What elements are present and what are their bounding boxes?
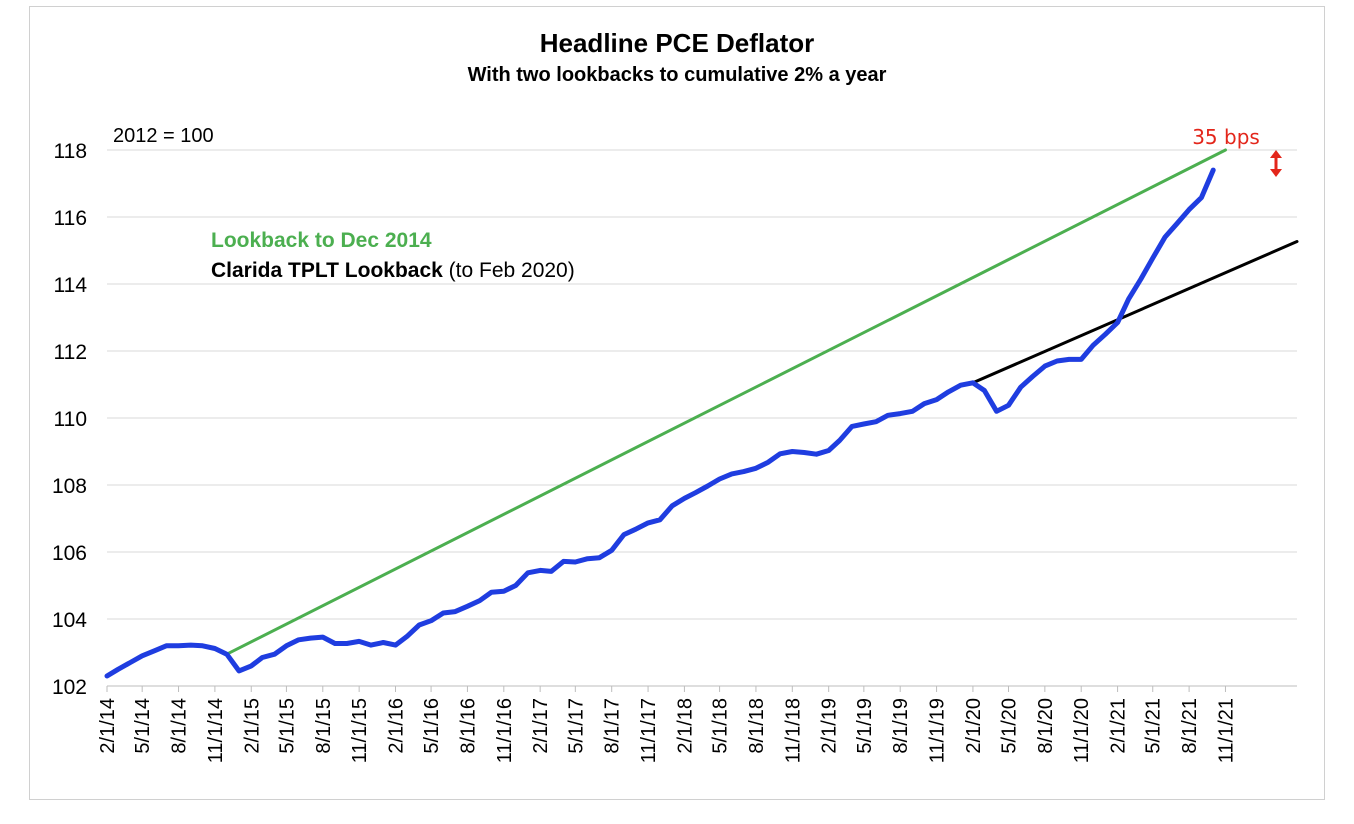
x-tick-label: 11/1/18	[782, 698, 804, 763]
gap-annotation: 35 bps	[1192, 125, 1260, 149]
x-tick-label: 11/1/17	[638, 698, 660, 763]
legend-clarida-rest: (to Feb 2020)	[443, 259, 575, 282]
series-line-clarida	[971, 240, 1299, 385]
y-tick-label: 114	[54, 274, 88, 297]
x-tick-label: 11/1/19	[927, 698, 949, 763]
legend-clarida-bold: Clarida TPLT Lookback	[211, 259, 443, 282]
y-tick-label: 108	[52, 475, 87, 498]
x-tick-label: 11/1/14	[205, 698, 227, 763]
x-tick-label: 11/1/15	[349, 698, 371, 763]
y-tick-label: 110	[54, 408, 87, 431]
x-tick-label: 2/1/15	[241, 698, 263, 754]
y-tick-label: 106	[52, 542, 87, 565]
x-tick-label: 8/1/19	[890, 698, 912, 754]
x-tick-label: 8/1/18	[746, 698, 768, 754]
legend-clarida: Clarida TPLT Lookback (to Feb 2020)	[211, 259, 575, 282]
x-tick-label: 2/1/18	[674, 698, 696, 754]
x-tick-label: 5/1/21	[1143, 698, 1165, 754]
chart-title: Headline PCE Deflator	[539, 28, 815, 58]
y-tick-label: 102	[52, 676, 87, 699]
x-tick-label: 5/1/16	[421, 698, 443, 754]
x-tick-label: 8/1/21	[1179, 698, 1201, 754]
index-note: 2012 = 100	[113, 125, 214, 147]
x-tick-label: 8/1/20	[1035, 698, 1057, 754]
x-tick-label: 11/1/16	[494, 698, 516, 763]
series-line-pce	[104, 167, 1216, 679]
legend-lookback-2014: Lookback to Dec 2014	[211, 229, 432, 252]
x-tick-label: 5/1/19	[854, 698, 876, 754]
x-tick-label: 8/1/16	[457, 698, 479, 754]
y-tick-label: 112	[54, 341, 87, 364]
x-tick-label: 11/1/21	[1215, 698, 1237, 763]
x-tick-label: 8/1/14	[169, 698, 191, 754]
x-tick-label: 2/1/19	[819, 698, 841, 754]
x-tick-label: 2/1/16	[386, 698, 408, 754]
gap-arrow-icon	[1270, 150, 1282, 177]
x-tick-label: 5/1/17	[565, 698, 587, 754]
y-tick-label: 104	[52, 609, 87, 632]
x-tick-label: 5/1/15	[276, 698, 298, 754]
chart-subtitle: With two lookbacks to cumulative 2% a ye…	[467, 64, 887, 86]
y-tick-label: 118	[54, 140, 87, 163]
x-tick-label: 2/1/20	[963, 698, 985, 754]
x-tick-label: 5/1/14	[132, 698, 154, 754]
y-tick-label: 116	[54, 207, 87, 230]
series-line-lookback-2014	[225, 148, 1227, 656]
x-tick-label: 5/1/18	[710, 698, 732, 754]
x-tick-label: 5/1/20	[998, 698, 1020, 754]
x-tick-label: 11/1/20	[1071, 698, 1093, 763]
x-tick-label: 2/1/14	[97, 698, 119, 754]
x-tick-label: 8/1/15	[313, 698, 335, 754]
x-tick-label: 2/1/17	[530, 698, 552, 754]
x-tick-label: 8/1/17	[602, 698, 624, 754]
x-tick-label: 2/1/21	[1108, 698, 1130, 754]
